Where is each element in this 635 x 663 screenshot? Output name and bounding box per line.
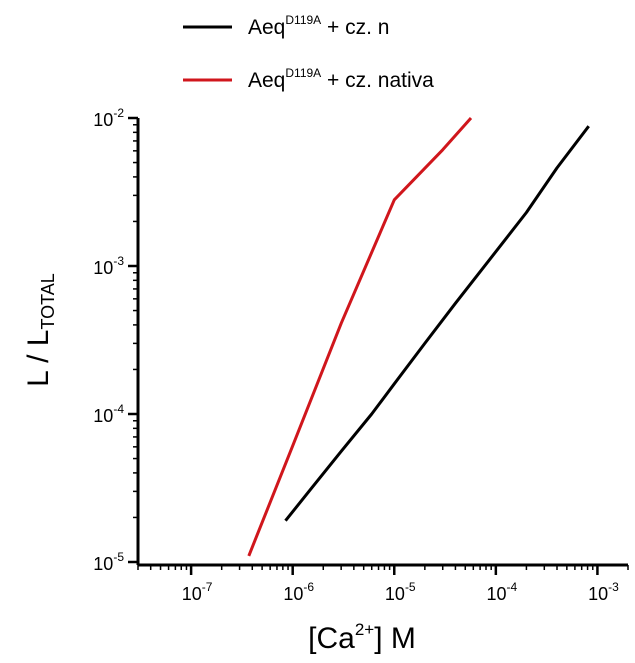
y-tick-label: 10-3 xyxy=(93,254,124,278)
series-line-0 xyxy=(284,125,590,522)
x-tick-label: 10-4 xyxy=(486,580,517,604)
y-tick-label: 10-5 xyxy=(93,550,124,574)
axes: 10-7 10-6 10-5 10-4 10-3 10-5 10-4 10-3 10-2 xyxy=(93,106,629,604)
x-tick-label: 10-3 xyxy=(588,580,619,604)
legend: AeqD119A + cz. n AeqD119A + cz. nativa xyxy=(183,13,434,92)
x-tick-label: 10-7 xyxy=(182,580,213,604)
series-line-1 xyxy=(247,117,473,557)
series-layer xyxy=(247,117,590,557)
legend-entry-red: AeqD119A + cz. nativa xyxy=(183,66,434,92)
y-tick-label: 10-2 xyxy=(93,106,124,130)
legend-label: AeqD119A + cz. n xyxy=(248,13,389,39)
legend-label: AeqD119A + cz. nativa xyxy=(248,66,434,92)
y-tick-label: 10-4 xyxy=(93,402,124,426)
y-axis-title: L / LTOTAL xyxy=(22,273,58,387)
x-tick-label: 10-6 xyxy=(283,580,314,604)
x-tick-label: 10-5 xyxy=(385,580,416,604)
x-axis-title: [Ca2+] M xyxy=(308,620,416,655)
legend-entry-black: AeqD119A + cz. n xyxy=(183,13,389,39)
